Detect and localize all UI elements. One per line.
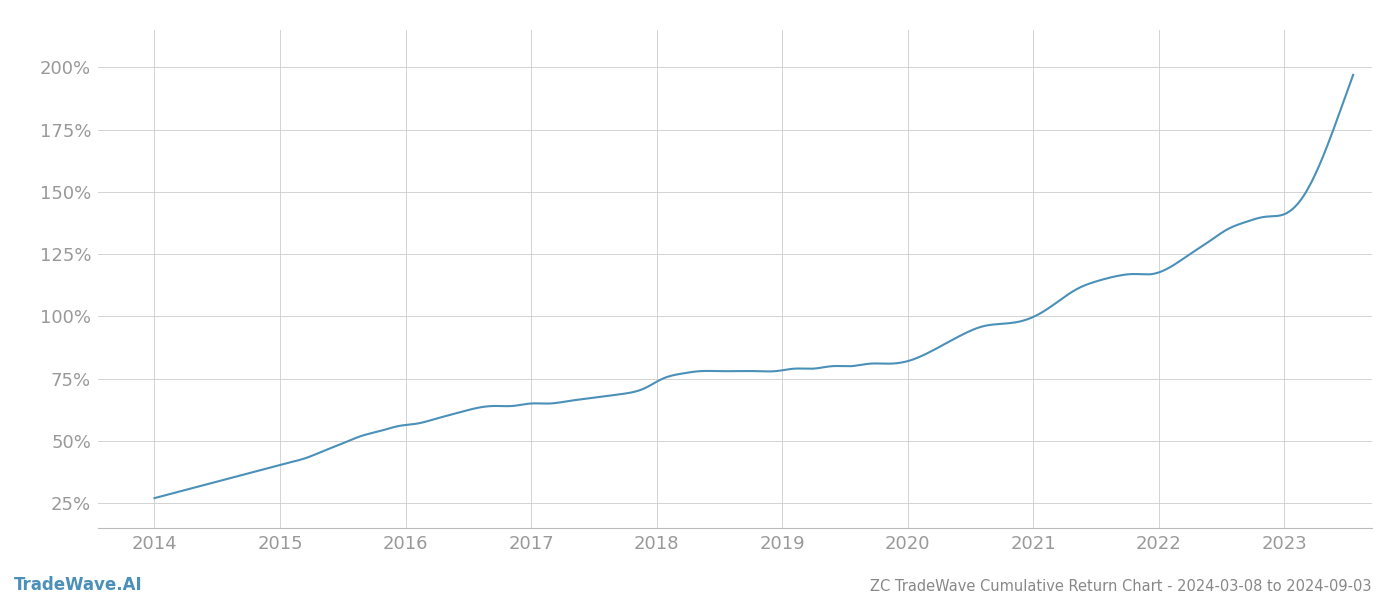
- Text: ZC TradeWave Cumulative Return Chart - 2024-03-08 to 2024-09-03: ZC TradeWave Cumulative Return Chart - 2…: [871, 579, 1372, 594]
- Text: TradeWave.AI: TradeWave.AI: [14, 576, 143, 594]
